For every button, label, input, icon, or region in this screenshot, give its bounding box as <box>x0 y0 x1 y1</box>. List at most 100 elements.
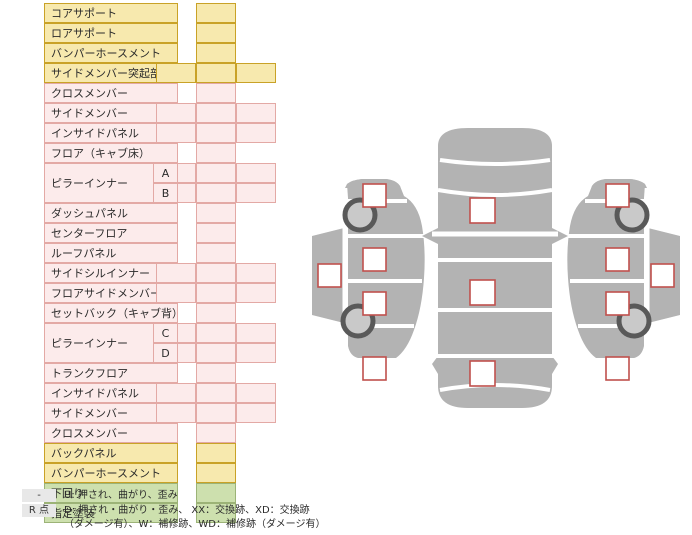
value-cell-center[interactable] <box>196 103 236 123</box>
value-cell-right[interactable] <box>236 163 276 183</box>
table-row: バックパネル <box>44 443 266 463</box>
value-cell-center[interactable] <box>196 303 236 323</box>
table-row: 指定塗装 <box>44 503 266 523</box>
value-cell-center[interactable] <box>196 463 236 483</box>
part-sub-label: A <box>153 163 178 183</box>
table-row: バンパーホースメント <box>44 463 266 483</box>
table-row: フロアサイドメンバー <box>44 283 276 303</box>
parts-table: コアサポート ロアサポート バンパーホースメント サイドメンバー突起部 クロスメンバーサ… <box>44 3 276 523</box>
table-row: サイドメンバー <box>44 403 276 423</box>
table-row: トランクフロア <box>44 363 266 383</box>
value-cell-left[interactable] <box>156 103 196 123</box>
center-front-block <box>438 128 552 230</box>
left-side-profile <box>312 179 425 381</box>
value-cell-left[interactable] <box>156 383 196 403</box>
table-row: セットバック（キャブ背） <box>44 303 266 323</box>
value-cell-center[interactable] <box>196 343 236 363</box>
value-cell-right[interactable] <box>236 103 276 123</box>
value-cell-center[interactable] <box>196 83 236 103</box>
value-cell-right[interactable] <box>236 263 276 283</box>
value-cell-center[interactable] <box>196 423 236 443</box>
value-cell-center[interactable] <box>196 443 236 463</box>
marker-right-1[interactable] <box>605 183 630 208</box>
part-sub-label: B <box>153 183 178 203</box>
marker-left-wing[interactable] <box>317 263 342 288</box>
part-name-cell: クロスメンバー <box>44 423 178 443</box>
marker-right-2[interactable] <box>605 247 630 272</box>
marker-right-wing[interactable] <box>650 263 675 288</box>
part-name-cell: ダッシュパネル <box>44 203 178 223</box>
value-cell-center[interactable] <box>196 503 236 523</box>
table-row: センターフロア <box>44 223 266 243</box>
part-name-cell: バンパーホースメント <box>44 463 178 483</box>
part-name-cell: トランクフロア <box>44 363 178 383</box>
marker-left-1[interactable] <box>362 183 387 208</box>
part-name-cell: コアサポート <box>44 3 178 23</box>
value-cell-center[interactable] <box>196 243 236 263</box>
value-cell-center[interactable] <box>196 403 236 423</box>
value-cell-center[interactable] <box>196 223 236 243</box>
part-name-cell: サイドメンバー <box>44 403 178 423</box>
table-row: インサイドパネル <box>44 123 276 143</box>
value-cell-center[interactable] <box>196 263 236 283</box>
value-cell-center[interactable] <box>196 363 236 383</box>
marker-right-4[interactable] <box>605 356 630 381</box>
part-name-cell: フロア（キャブ床） <box>44 143 178 163</box>
legend-text-1: U: 押され、曲がり、歪み <box>64 490 178 501</box>
legend-text-3: （ダメージ有）、W：補修跡、WD：補修跡（ダメージ有） <box>64 519 326 530</box>
value-cell-right[interactable] <box>236 403 276 423</box>
value-cell-center[interactable] <box>196 203 236 223</box>
center-left-tail-flare <box>432 356 438 374</box>
value-cell-left[interactable] <box>156 283 196 303</box>
table-row: ピラーインナー C <box>44 323 276 363</box>
center-right-tail-flare <box>552 356 558 374</box>
table-row: 下回り <box>44 483 266 503</box>
value-cell-center[interactable] <box>196 283 236 303</box>
value-cell-right[interactable] <box>236 63 276 83</box>
value-cell-right[interactable] <box>236 323 276 343</box>
value-cell-right[interactable] <box>236 343 276 363</box>
marker-center-2[interactable] <box>469 279 496 306</box>
table-row: ロアサポート <box>44 23 266 43</box>
value-cell-center[interactable] <box>196 323 236 343</box>
value-cell-left[interactable] <box>156 403 196 423</box>
value-cell-center[interactable] <box>196 63 236 83</box>
value-cell-right[interactable] <box>236 183 276 203</box>
marker-center-1[interactable] <box>469 197 496 224</box>
value-cell-center[interactable] <box>196 143 236 163</box>
value-cell-left[interactable] <box>156 263 196 283</box>
part-name-cell: バンパーホースメント <box>44 43 178 63</box>
value-cell-left[interactable] <box>156 63 196 83</box>
value-cell-center[interactable] <box>196 383 236 403</box>
value-cell-center[interactable] <box>196 183 236 203</box>
part-name-cell: セットバック（キャブ背） <box>44 303 178 323</box>
center-divider-2 <box>437 188 553 197</box>
value-cell-center[interactable] <box>196 483 236 503</box>
marker-left-3[interactable] <box>362 291 387 316</box>
value-cell-right[interactable] <box>236 383 276 403</box>
part-name-cell: センターフロア <box>44 223 178 243</box>
value-cell-center[interactable] <box>196 23 236 43</box>
legend: - U: 押され、曲がり、歪み R 点 D: 押され・曲がり・歪み、 XX：交換… <box>22 489 422 533</box>
part-name-cell: ピラーインナー <box>44 163 154 203</box>
value-cell-center[interactable] <box>196 3 236 23</box>
center-divider-1 <box>439 158 551 166</box>
table-row: ピラーインナー A <box>44 163 276 203</box>
marker-right-3[interactable] <box>605 291 630 316</box>
value-cell-right[interactable] <box>236 123 276 143</box>
table-row: バンパーホースメント <box>44 43 266 63</box>
table-row: クロスメンバー <box>44 423 266 443</box>
value-cell-right[interactable] <box>236 283 276 303</box>
value-cell-center[interactable] <box>196 123 236 143</box>
marker-center-3[interactable] <box>469 360 496 387</box>
value-cell-left[interactable] <box>156 123 196 143</box>
legend-key-dash: - <box>22 489 56 502</box>
table-row: B <box>44 183 276 203</box>
value-cell-center[interactable] <box>196 43 236 63</box>
marker-left-4[interactable] <box>362 356 387 381</box>
marker-left-2[interactable] <box>362 247 387 272</box>
table-row: コアサポート <box>44 3 266 23</box>
value-cell-center[interactable] <box>196 163 236 183</box>
legend-key-rpoint: R 点 <box>22 503 56 517</box>
